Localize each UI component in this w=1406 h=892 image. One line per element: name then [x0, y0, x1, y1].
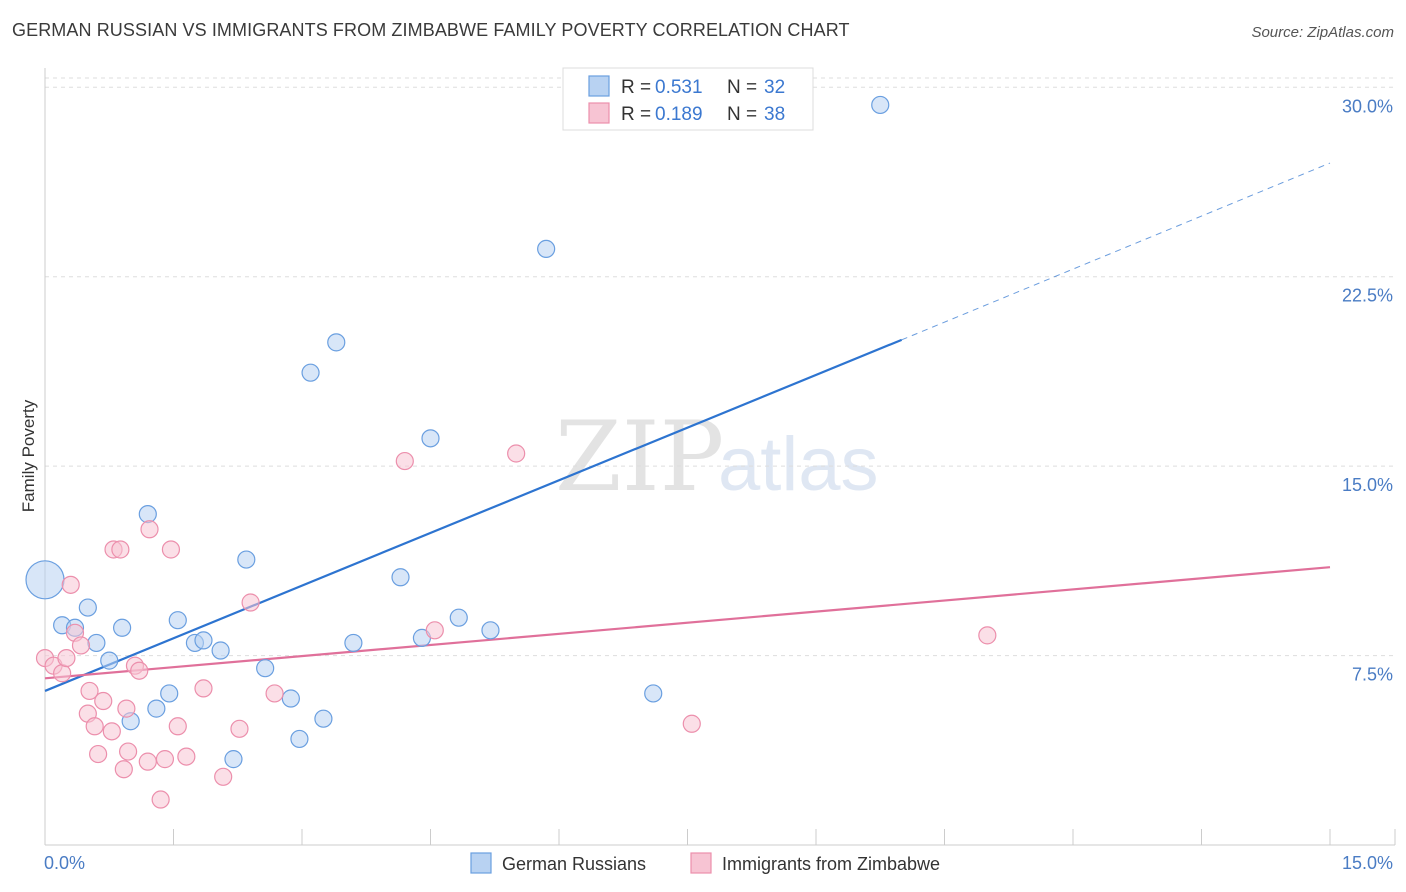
trendline-zimbabwe: [44, 566, 1331, 680]
point-german-russians: [160, 684, 179, 703]
point-zimbabwe: [682, 714, 701, 733]
point-zimbabwe: [978, 626, 997, 645]
y-axis-title: Family Poverty: [19, 399, 38, 512]
point-german-russians: [421, 429, 440, 448]
point-zimbabwe: [177, 747, 196, 766]
point-german-russians: [112, 618, 132, 637]
trendline-german-russians-projection: [901, 162, 1331, 341]
y-tick-label: 30.0%: [1342, 96, 1393, 116]
point-zimbabwe: [114, 760, 133, 779]
chart-title: GERMAN RUSSIAN VS IMMIGRANTS FROM ZIMBAB…: [12, 20, 850, 40]
point-german-russians: [391, 568, 410, 587]
point-german-russians: [327, 333, 346, 352]
data-points: [25, 95, 997, 809]
point-zimbabwe: [80, 681, 99, 701]
legend-n-value: 32: [764, 77, 785, 98]
point-german-russians: [314, 709, 333, 728]
point-zimbabwe: [214, 767, 233, 786]
point-zimbabwe: [102, 722, 121, 741]
legend-r-value: 0.531: [655, 77, 703, 98]
bottom-legend-swatch-zimbabwe: [690, 852, 712, 874]
legend-swatch-zimbabwe: [588, 102, 610, 124]
point-zimbabwe: [168, 717, 187, 736]
point-german-russians: [537, 239, 556, 259]
point-zimbabwe: [265, 684, 284, 703]
point-zimbabwe: [507, 444, 526, 463]
x-tick-label: 15.0%: [1342, 853, 1393, 873]
point-zimbabwe: [130, 661, 149, 680]
point-zimbabwe: [53, 664, 72, 683]
point-zimbabwe: [194, 679, 213, 698]
point-german-russians: [290, 729, 309, 749]
point-zimbabwe: [161, 540, 181, 559]
point-german-russians: [237, 550, 256, 569]
legend-n-label: N =: [727, 77, 757, 98]
point-zimbabwe: [57, 648, 76, 668]
y-tick-label: 22.5%: [1342, 286, 1393, 306]
point-zimbabwe: [241, 593, 260, 612]
point-german-russians: [168, 611, 187, 630]
point-german-russians: [224, 750, 243, 769]
point-zimbabwe: [138, 752, 157, 771]
watermark-zip: ZIP: [555, 401, 724, 513]
point-german-russians: [644, 684, 663, 703]
y-tick-label: 15.0%: [1342, 475, 1393, 495]
point-zimbabwe: [89, 744, 108, 764]
point-german-russians: [194, 631, 213, 650]
point-german-russians: [87, 633, 106, 653]
bottom-legend-label-german-russians: German Russians: [502, 854, 646, 874]
point-zimbabwe: [117, 699, 136, 718]
trendlines: [44, 162, 1331, 692]
tick-labels: 7.5% 15.0% 22.5% 30.0% 0.0% 15.0%: [44, 96, 1393, 873]
point-zimbabwe: [94, 691, 113, 711]
point-german-russians: [449, 608, 468, 627]
point-german-russians: [138, 505, 157, 524]
y-tick-label: 7.5%: [1352, 665, 1393, 685]
point-german-russians: [25, 560, 65, 600]
source-credit: Source: ZipAtlas.com: [1251, 24, 1394, 41]
point-zimbabwe: [425, 621, 444, 640]
legend-r-label: R =: [621, 104, 651, 125]
point-german-russians: [481, 621, 500, 640]
watermark-atlas: atlas: [718, 422, 879, 507]
point-german-russians: [344, 633, 363, 653]
bottom-legend: German Russians Immigrants from Zimbabwe: [470, 852, 940, 874]
point-zimbabwe: [111, 540, 130, 559]
x-tick-label: 0.0%: [44, 853, 85, 873]
point-zimbabwe: [71, 636, 91, 655]
point-zimbabwe: [151, 790, 170, 809]
point-german-russians: [256, 659, 275, 678]
point-german-russians: [211, 641, 230, 660]
point-german-russians: [147, 699, 166, 718]
point-german-russians: [281, 689, 300, 708]
trendline-german-russians: [44, 338, 903, 692]
point-zimbabwe: [118, 742, 138, 761]
bottom-legend-label-zimbabwe: Immigrants from Zimbabwe: [722, 854, 940, 874]
legend-r-value: 0.189: [655, 104, 703, 125]
point-zimbabwe: [85, 717, 104, 736]
legend-swatch-german-russians: [588, 75, 610, 97]
point-zimbabwe: [140, 520, 159, 539]
legend-n-label: N =: [727, 104, 757, 125]
legend-n-value: 38: [764, 104, 785, 125]
point-zimbabwe: [61, 575, 80, 594]
bottom-legend-swatch-german-russians: [470, 852, 492, 874]
point-zimbabwe: [230, 719, 249, 738]
legend-r-label: R =: [621, 77, 651, 98]
legend-box: R = 0.531 N = 32 R = 0.189 N = 38: [562, 67, 814, 131]
point-german-russians: [871, 95, 890, 115]
axes: [44, 68, 1396, 846]
point-zimbabwe: [395, 451, 414, 471]
point-german-russians: [301, 363, 320, 382]
gridlines: [45, 77, 1395, 657]
point-german-russians: [78, 598, 97, 617]
point-german-russians: [100, 651, 119, 670]
point-zimbabwe: [155, 750, 175, 769]
